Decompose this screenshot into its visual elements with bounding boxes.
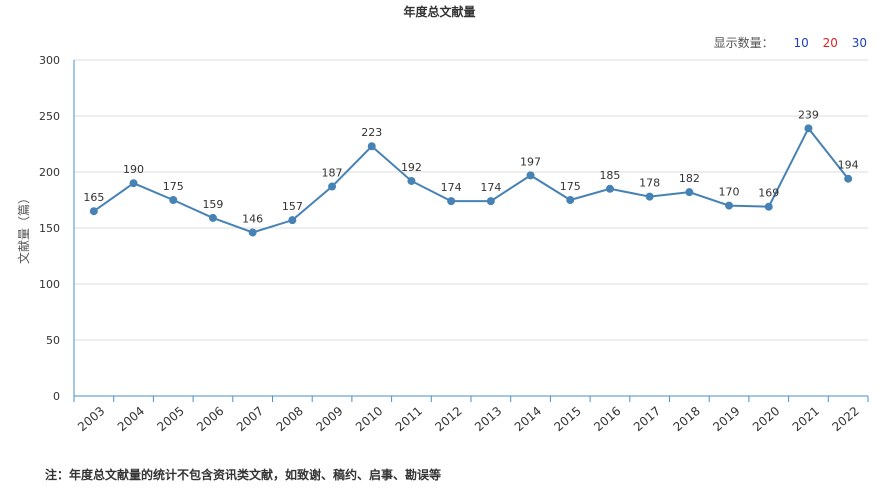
y-tick-label: 250 <box>39 110 60 123</box>
x-tick-label: 2012 <box>432 404 464 434</box>
x-tick-label: 2016 <box>591 404 623 434</box>
data-label: 174 <box>441 181 462 194</box>
data-label: 159 <box>202 198 223 211</box>
data-label: 178 <box>639 177 660 190</box>
x-tick-label: 2021 <box>790 404 822 434</box>
data-point <box>764 202 773 211</box>
data-label: 157 <box>282 200 303 213</box>
data-label: 192 <box>401 161 422 174</box>
x-tick-label: 2020 <box>750 404 782 434</box>
display-count-selector: 显示数量： 10 20 30 <box>714 34 867 51</box>
data-point <box>288 216 297 225</box>
data-point <box>804 124 813 133</box>
x-tick-label: 2004 <box>115 404 147 434</box>
x-tick-label: 2017 <box>631 404 663 434</box>
data-point <box>566 196 575 204</box>
data-point <box>129 179 138 188</box>
data-point <box>526 171 535 180</box>
display-count-30-button[interactable]: 30 <box>851 36 867 50</box>
data-label: 165 <box>83 191 104 204</box>
display-count-label: 显示数量： <box>713 36 774 50</box>
data-label: 175 <box>163 180 184 193</box>
x-tick-label: 2006 <box>194 404 226 434</box>
data-point <box>645 192 654 201</box>
data-point <box>248 228 257 237</box>
x-tick-label: 2008 <box>274 404 306 434</box>
data-point <box>486 197 495 206</box>
data-point <box>328 182 337 191</box>
footnote: 注：年度总文献量的统计不包含资讯类文献，如致谢、稿约、启事、勘误等 <box>45 468 442 482</box>
x-tick-label: 2014 <box>512 404 544 434</box>
data-label: 194 <box>838 159 859 172</box>
y-tick-label: 200 <box>39 166 60 179</box>
data-point <box>169 196 178 204</box>
data-point <box>685 188 694 197</box>
data-point <box>89 207 98 216</box>
y-tick-label: 0 <box>53 390 60 403</box>
x-tick-label: 2010 <box>353 404 385 434</box>
y-tick-label: 50 <box>46 334 60 347</box>
data-point <box>208 213 217 222</box>
data-label: 182 <box>679 172 700 185</box>
x-tick-label: 2009 <box>313 404 345 434</box>
data-point <box>725 201 734 210</box>
data-point <box>407 176 416 185</box>
display-count-10-button[interactable]: 10 <box>793 36 809 50</box>
chart-title: 年度总文献量 <box>403 5 476 19</box>
data-point <box>605 184 614 193</box>
data-label: 175 <box>560 180 581 193</box>
x-tick-label: 2003 <box>75 404 107 434</box>
x-tick-label: 2022 <box>829 404 861 434</box>
y-tick-label: 300 <box>39 54 60 67</box>
x-tick-label: 2007 <box>234 404 266 434</box>
x-tick-label: 2013 <box>472 404 504 434</box>
data-label: 170 <box>719 186 740 199</box>
data-label: 146 <box>242 212 263 225</box>
x-tick-label: 2015 <box>551 404 583 434</box>
y-tick-label: 100 <box>39 278 60 291</box>
data-label: 190 <box>123 163 144 176</box>
data-label: 223 <box>361 126 382 139</box>
data-label: 185 <box>599 169 620 182</box>
data-point <box>367 142 376 151</box>
data-label: 197 <box>520 155 541 168</box>
series-line <box>93 126 849 234</box>
data-label: 239 <box>798 108 819 121</box>
data-label: 169 <box>758 187 779 200</box>
x-tick-label: 2018 <box>671 404 703 434</box>
display-count-20-button[interactable]: 20 <box>822 36 838 50</box>
data-label: 174 <box>480 181 501 194</box>
x-tick-label: 2005 <box>154 404 186 434</box>
data-label: 187 <box>322 167 343 180</box>
x-tick-label: 2019 <box>710 404 742 434</box>
data-point <box>447 197 456 206</box>
data-point <box>844 174 853 183</box>
y-tick-label: 150 <box>39 222 60 235</box>
y-axis-title: 文献量（篇） <box>16 192 31 264</box>
x-tick-label: 2011 <box>393 404 425 434</box>
